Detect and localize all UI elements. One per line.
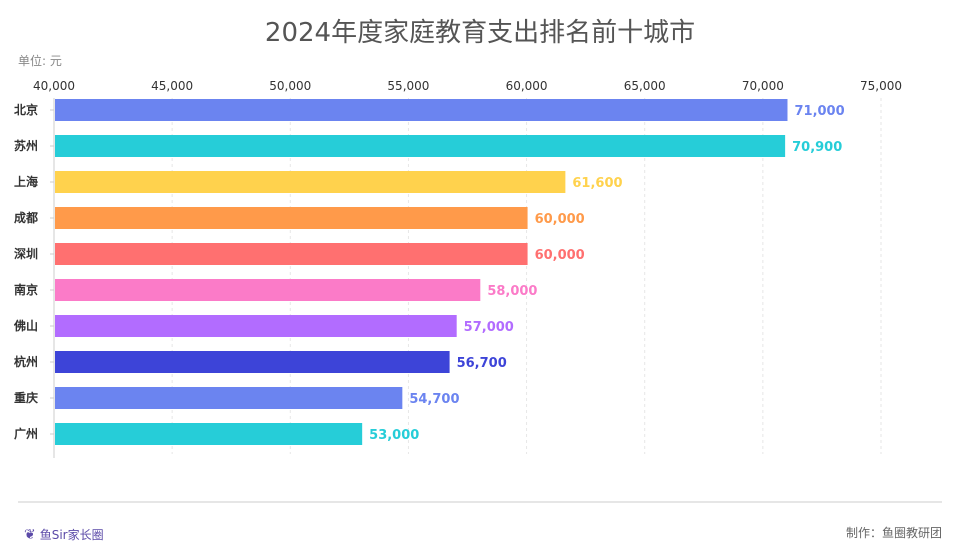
- x-tick-label: 60,000: [506, 79, 548, 93]
- category-label: 佛山: [13, 318, 38, 333]
- value-label: 60,000: [535, 212, 585, 227]
- bar: [55, 243, 528, 265]
- bar: [55, 207, 528, 229]
- bar: [55, 315, 457, 337]
- credit-text: 制作：鱼圈教研团: [845, 526, 942, 540]
- value-label: 58,000: [487, 284, 537, 299]
- logo: ❦ 鱼Sir家长圈: [24, 526, 104, 543]
- x-tick-label: 65,000: [624, 79, 666, 93]
- bar: [55, 351, 450, 373]
- x-tick-label: 50,000: [269, 79, 311, 93]
- x-tick-label: 75,000: [860, 79, 902, 93]
- bar: [55, 99, 788, 121]
- bar: [55, 423, 363, 445]
- x-tick-label: 55,000: [387, 79, 429, 93]
- category-label: 重庆: [14, 390, 38, 405]
- x-tick-label: 45,000: [151, 79, 193, 93]
- logo-icon: ❦: [24, 526, 36, 543]
- value-label: 70,900: [792, 140, 842, 155]
- bar: [55, 135, 786, 157]
- value-label: 57,000: [464, 320, 514, 335]
- divider: [18, 501, 942, 503]
- value-label: 61,600: [572, 176, 622, 191]
- chart-title: 2024年度家庭教育支出排名前十城市: [264, 18, 696, 48]
- category-label: 南京: [14, 282, 38, 297]
- logo-text: 鱼Sir家长圈: [39, 528, 104, 542]
- category-label: 成都: [14, 210, 38, 225]
- value-label: 53,000: [369, 428, 419, 443]
- bar-chart: 40,000 45,000 50,000 55,000 60,000 65,000 70,0…: [13, 79, 902, 458]
- bar: [55, 279, 481, 301]
- value-label: 54,700: [409, 392, 459, 407]
- category-label: 苏州: [14, 138, 38, 153]
- unit-label: 单位: 元: [18, 54, 62, 68]
- category-label: 北京: [14, 102, 38, 117]
- value-label: 71,000: [794, 104, 844, 119]
- bar: [55, 387, 403, 409]
- category-label: 广州: [14, 426, 38, 441]
- category-label: 杭州: [14, 354, 38, 369]
- bar: [55, 171, 566, 193]
- value-label: 60,000: [535, 248, 585, 263]
- x-tick-label: 70,000: [742, 79, 784, 93]
- x-tick-label: 40,000: [33, 79, 75, 93]
- category-label: 深圳: [14, 246, 38, 261]
- category-label: 上海: [14, 174, 38, 189]
- value-label: 56,700: [457, 356, 507, 371]
